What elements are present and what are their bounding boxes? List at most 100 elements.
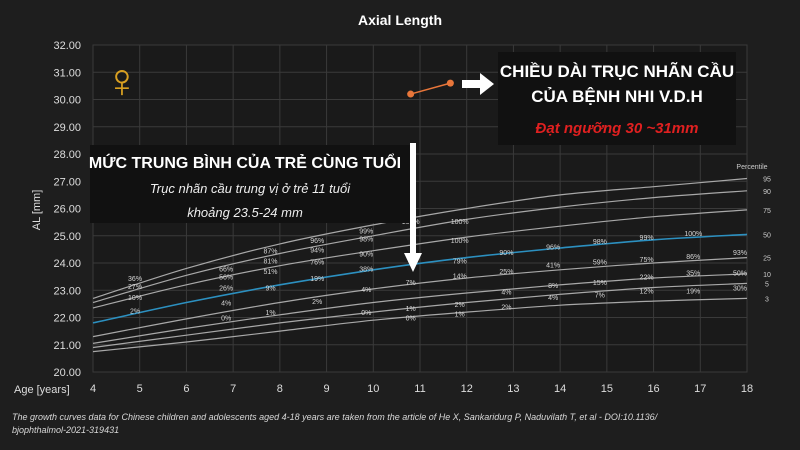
y-axis-label: AL [mm]	[31, 190, 43, 231]
percent-label: 0%	[221, 316, 231, 323]
average-annotation-sub1: Trục nhãn cầu trung vị ở trẻ 11 tuổi	[150, 181, 351, 196]
patient-data	[407, 79, 454, 98]
percentile-curves	[92, 177, 748, 353]
percent-label: 99%	[359, 228, 373, 235]
percent-label: 75%	[640, 257, 654, 264]
percent-label: 25%	[499, 269, 513, 276]
percent-label: 19%	[310, 276, 324, 283]
arrow-right-icon	[462, 73, 494, 95]
footer-source-line2: bjophthalmol-2021-319431	[12, 425, 119, 435]
percent-label: 7%	[406, 280, 416, 287]
patient-point	[407, 90, 415, 98]
x-tick-label: 18	[741, 383, 753, 395]
percent-label: 2%	[130, 309, 140, 316]
percent-label: 90%	[499, 250, 513, 257]
percent-label: 4%	[501, 290, 511, 297]
series-label-25: 25	[763, 256, 771, 263]
percent-label: 86%	[686, 254, 700, 261]
x-tick-label: 9	[324, 383, 330, 395]
series-label-5: 5	[765, 281, 769, 288]
patient-point	[446, 79, 454, 87]
x-tick-label: 4	[90, 383, 96, 395]
percent-label: 79%	[453, 258, 467, 265]
percent-label: 100%	[451, 238, 469, 245]
percent-label: 66%	[219, 266, 233, 273]
percent-label: 1%	[455, 311, 465, 318]
series-label-90: 90	[763, 189, 771, 196]
percent-label: 56%	[219, 275, 233, 282]
percentile-curve-75	[92, 209, 748, 309]
percent-label: 59%	[593, 260, 607, 267]
percent-label: 96%	[310, 238, 324, 245]
y-tick-labels: 20.00 21.00 22.00 23.00 24.00 25.00 26.00 27.00…	[53, 40, 81, 379]
female-symbol-icon: ♀	[104, 55, 140, 108]
percent-label: 4%	[221, 301, 231, 308]
percent-label: 26%	[219, 286, 233, 293]
percent-label: 1%	[406, 306, 416, 313]
percent-label: 94%	[310, 247, 324, 254]
percent-label: 4%	[548, 295, 558, 302]
x-tick-labels: 4 5 6 7 8 9 10 11 12 13 14 15 16 17 18	[90, 383, 753, 395]
series-label-3: 3	[765, 296, 769, 303]
patient-annotation-box	[498, 52, 736, 145]
series-label-75: 75	[763, 208, 771, 215]
percent-label: 15%	[593, 280, 607, 287]
percentile-curve-10	[92, 273, 748, 344]
y-tick-label: 29.00	[53, 122, 81, 134]
percent-label: 2%	[312, 299, 322, 306]
percent-label: 51%	[264, 269, 278, 276]
percent-label: 0%	[406, 316, 416, 323]
y-tick-label: 25.00	[53, 231, 81, 243]
percent-label: 99%	[640, 235, 654, 242]
x-axis-label: Age [years]	[14, 384, 70, 396]
average-annotation-title: MỨC TRUNG BÌNH CỦA TRẺ CÙNG TUỔI	[89, 153, 401, 172]
x-tick-label: 16	[647, 383, 659, 395]
percent-label: 87%	[264, 249, 278, 256]
percent-label: 98%	[593, 239, 607, 246]
percent-label: 2%	[501, 305, 511, 312]
percent-label: 2%	[455, 302, 465, 309]
percent-label: 41%	[546, 262, 560, 269]
x-tick-label: 14	[554, 383, 566, 395]
percent-labels: 36%27% 10% 2% 66% 56% 26% 4% 0% 87% 81% 51% 9% 1% 96%…	[128, 219, 747, 323]
x-tick-label: 8	[277, 383, 283, 395]
percent-label: 98%	[359, 236, 373, 243]
percent-label: 10%	[128, 295, 142, 302]
y-tick-label: 21.00	[53, 340, 81, 352]
series-label-50: 50	[763, 232, 771, 239]
x-tick-label: 15	[601, 383, 613, 395]
percent-label: 90%	[359, 251, 373, 258]
percent-label: 100%	[451, 219, 469, 226]
y-tick-label: 26.00	[53, 204, 81, 216]
arrow-down-icon	[404, 143, 422, 272]
x-tick-label: 6	[183, 383, 189, 395]
average-annotation-sub2: khoảng 23.5-24 mm	[187, 205, 303, 220]
percent-label: 35%	[686, 271, 700, 278]
percentile-curve-5	[92, 282, 748, 349]
x-tick-label: 7	[230, 383, 236, 395]
x-tick-label: 5	[137, 383, 143, 395]
y-tick-label: 28.00	[53, 149, 81, 161]
x-tick-label: 11	[414, 383, 425, 395]
percent-label: 7%	[595, 292, 605, 299]
percent-label: 9%	[265, 286, 275, 293]
y-tick-label: 24.00	[53, 258, 81, 270]
percent-label: 12%	[640, 288, 654, 295]
percent-label: 4%	[361, 287, 371, 294]
percentile-curve-3	[92, 297, 748, 353]
percent-label: 76%	[310, 260, 324, 267]
percentile-curve-90	[92, 190, 748, 304]
percent-label: 0%	[361, 310, 371, 317]
percent-label: 36%	[128, 276, 142, 283]
percent-label: 19%	[686, 288, 700, 295]
y-tick-label: 32.00	[53, 40, 81, 52]
y-tick-label: 23.00	[53, 285, 81, 297]
percent-label: 96%	[546, 245, 560, 252]
x-tick-label: 10	[367, 383, 379, 395]
x-tick-label: 12	[461, 383, 473, 395]
series-label-95: 95	[763, 177, 771, 184]
chart-title: Axial Length	[358, 12, 442, 28]
series-label-10: 10	[763, 272, 771, 279]
footer-source-line1: The growth curves data for Chinese child…	[12, 412, 659, 422]
percent-label: 14%	[453, 273, 467, 280]
